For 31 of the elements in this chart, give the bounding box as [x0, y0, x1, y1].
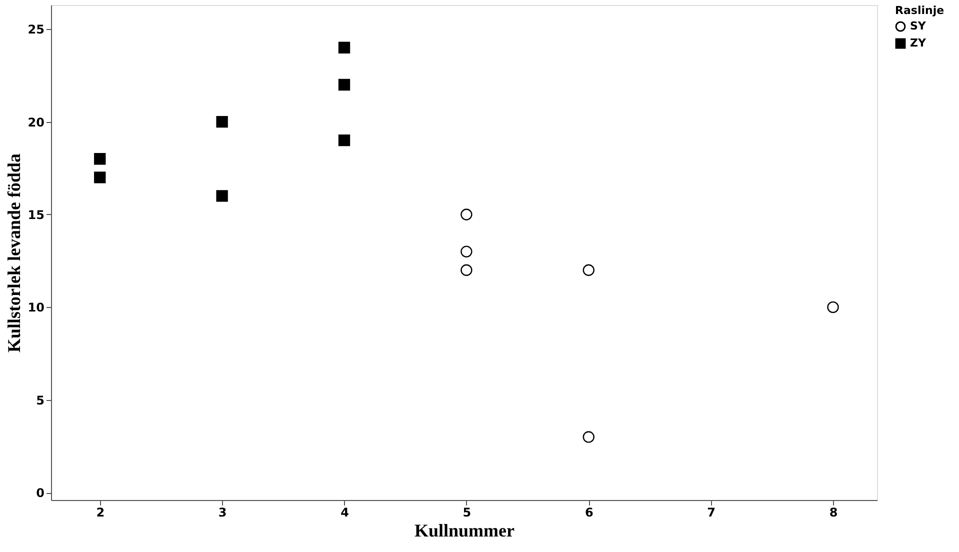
point	[94, 153, 106, 165]
point	[94, 172, 106, 184]
y-tick-label: 25	[28, 22, 44, 37]
x-tick-label: 3	[218, 506, 227, 520]
point	[460, 246, 472, 258]
point	[216, 116, 228, 128]
point	[827, 301, 839, 314]
x-tick-label: 6	[584, 506, 594, 520]
point	[460, 264, 472, 276]
point	[338, 42, 350, 54]
legend-label: ZY	[910, 36, 927, 50]
y-axis-title: Kullstorlek levande födda	[4, 153, 24, 353]
point	[216, 190, 228, 202]
x-tick-label: 7	[707, 506, 716, 520]
y-tick-label: 0	[36, 486, 44, 500]
point	[582, 431, 594, 443]
point	[338, 134, 350, 146]
y-tick-label: 15	[28, 208, 44, 222]
legend-title: Raslinje	[895, 4, 944, 17]
x-axis-title: Kullnummer	[414, 520, 515, 540]
x-tick-label: 4	[340, 506, 349, 520]
point	[582, 264, 594, 276]
point	[338, 78, 350, 91]
x-tick-label: 2	[96, 506, 105, 520]
x-tick-label: 8	[829, 506, 838, 520]
legend-label: SY	[910, 20, 927, 32]
y-tick-label: 5	[36, 393, 44, 408]
point	[460, 208, 472, 220]
y-tick-label: 10	[28, 300, 44, 315]
x-tick-label: 5	[462, 506, 472, 520]
y-tick-label: 20	[28, 115, 44, 130]
